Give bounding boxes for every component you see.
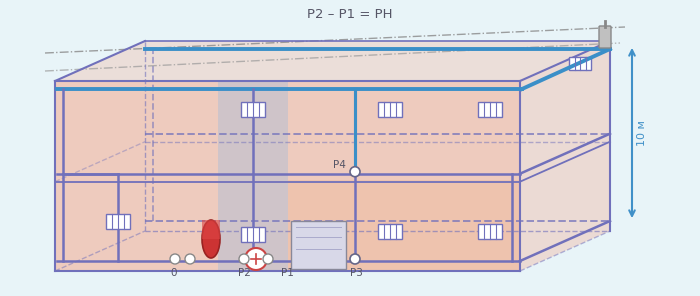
Polygon shape	[55, 41, 610, 81]
Bar	[478, 223, 502, 239]
Circle shape	[263, 254, 273, 264]
Text: 10 м: 10 м	[637, 120, 647, 146]
Circle shape	[350, 254, 360, 264]
Circle shape	[350, 167, 360, 177]
Polygon shape	[202, 220, 220, 239]
FancyBboxPatch shape	[599, 26, 611, 48]
Text: P4: P4	[333, 160, 346, 170]
Bar	[241, 102, 265, 117]
Text: P2 – P1 = PН: P2 – P1 = PН	[307, 8, 393, 21]
Bar	[106, 213, 130, 229]
Polygon shape	[218, 81, 288, 271]
Circle shape	[239, 254, 249, 264]
Bar	[378, 102, 402, 117]
Polygon shape	[288, 180, 520, 271]
Polygon shape	[55, 81, 520, 271]
Circle shape	[245, 248, 267, 270]
Bar	[378, 223, 402, 239]
FancyBboxPatch shape	[291, 221, 346, 269]
Ellipse shape	[202, 220, 220, 258]
Text: P3: P3	[350, 268, 363, 278]
Bar	[569, 57, 591, 70]
Text: 0: 0	[170, 268, 176, 278]
Text: P2: P2	[238, 268, 251, 278]
Circle shape	[185, 254, 195, 264]
Circle shape	[170, 254, 180, 264]
Bar	[241, 226, 265, 242]
Text: P1: P1	[281, 268, 294, 278]
Bar	[478, 102, 502, 117]
Polygon shape	[520, 41, 610, 271]
